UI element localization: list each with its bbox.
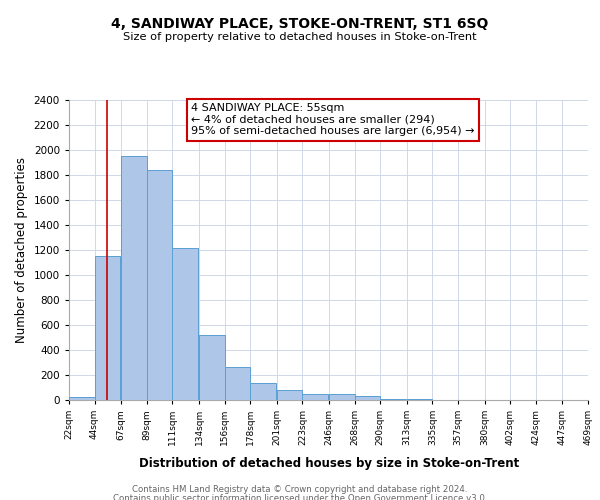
Bar xyxy=(224,367,250,400)
Bar xyxy=(277,390,302,400)
Text: Contains public sector information licensed under the Open Government Licence v3: Contains public sector information licen… xyxy=(113,494,487,500)
Bar xyxy=(302,394,328,400)
Bar xyxy=(355,396,380,400)
Bar xyxy=(95,256,120,400)
Bar xyxy=(380,399,406,400)
Bar xyxy=(199,335,224,400)
Bar xyxy=(69,397,95,400)
Y-axis label: Number of detached properties: Number of detached properties xyxy=(15,157,28,343)
Bar xyxy=(121,156,147,400)
Text: Size of property relative to detached houses in Stoke-on-Trent: Size of property relative to detached ho… xyxy=(123,32,477,42)
Text: Contains HM Land Registry data © Crown copyright and database right 2024.: Contains HM Land Registry data © Crown c… xyxy=(132,485,468,494)
Text: 4 SANDIWAY PLACE: 55sqm
← 4% of detached houses are smaller (294)
95% of semi-de: 4 SANDIWAY PLACE: 55sqm ← 4% of detached… xyxy=(191,103,475,136)
Text: 4, SANDIWAY PLACE, STOKE-ON-TRENT, ST1 6SQ: 4, SANDIWAY PLACE, STOKE-ON-TRENT, ST1 6… xyxy=(112,18,488,32)
Text: Distribution of detached houses by size in Stoke-on-Trent: Distribution of detached houses by size … xyxy=(139,458,519,470)
Bar xyxy=(147,170,172,400)
Bar xyxy=(172,248,198,400)
Bar xyxy=(250,382,275,400)
Bar xyxy=(329,394,355,400)
